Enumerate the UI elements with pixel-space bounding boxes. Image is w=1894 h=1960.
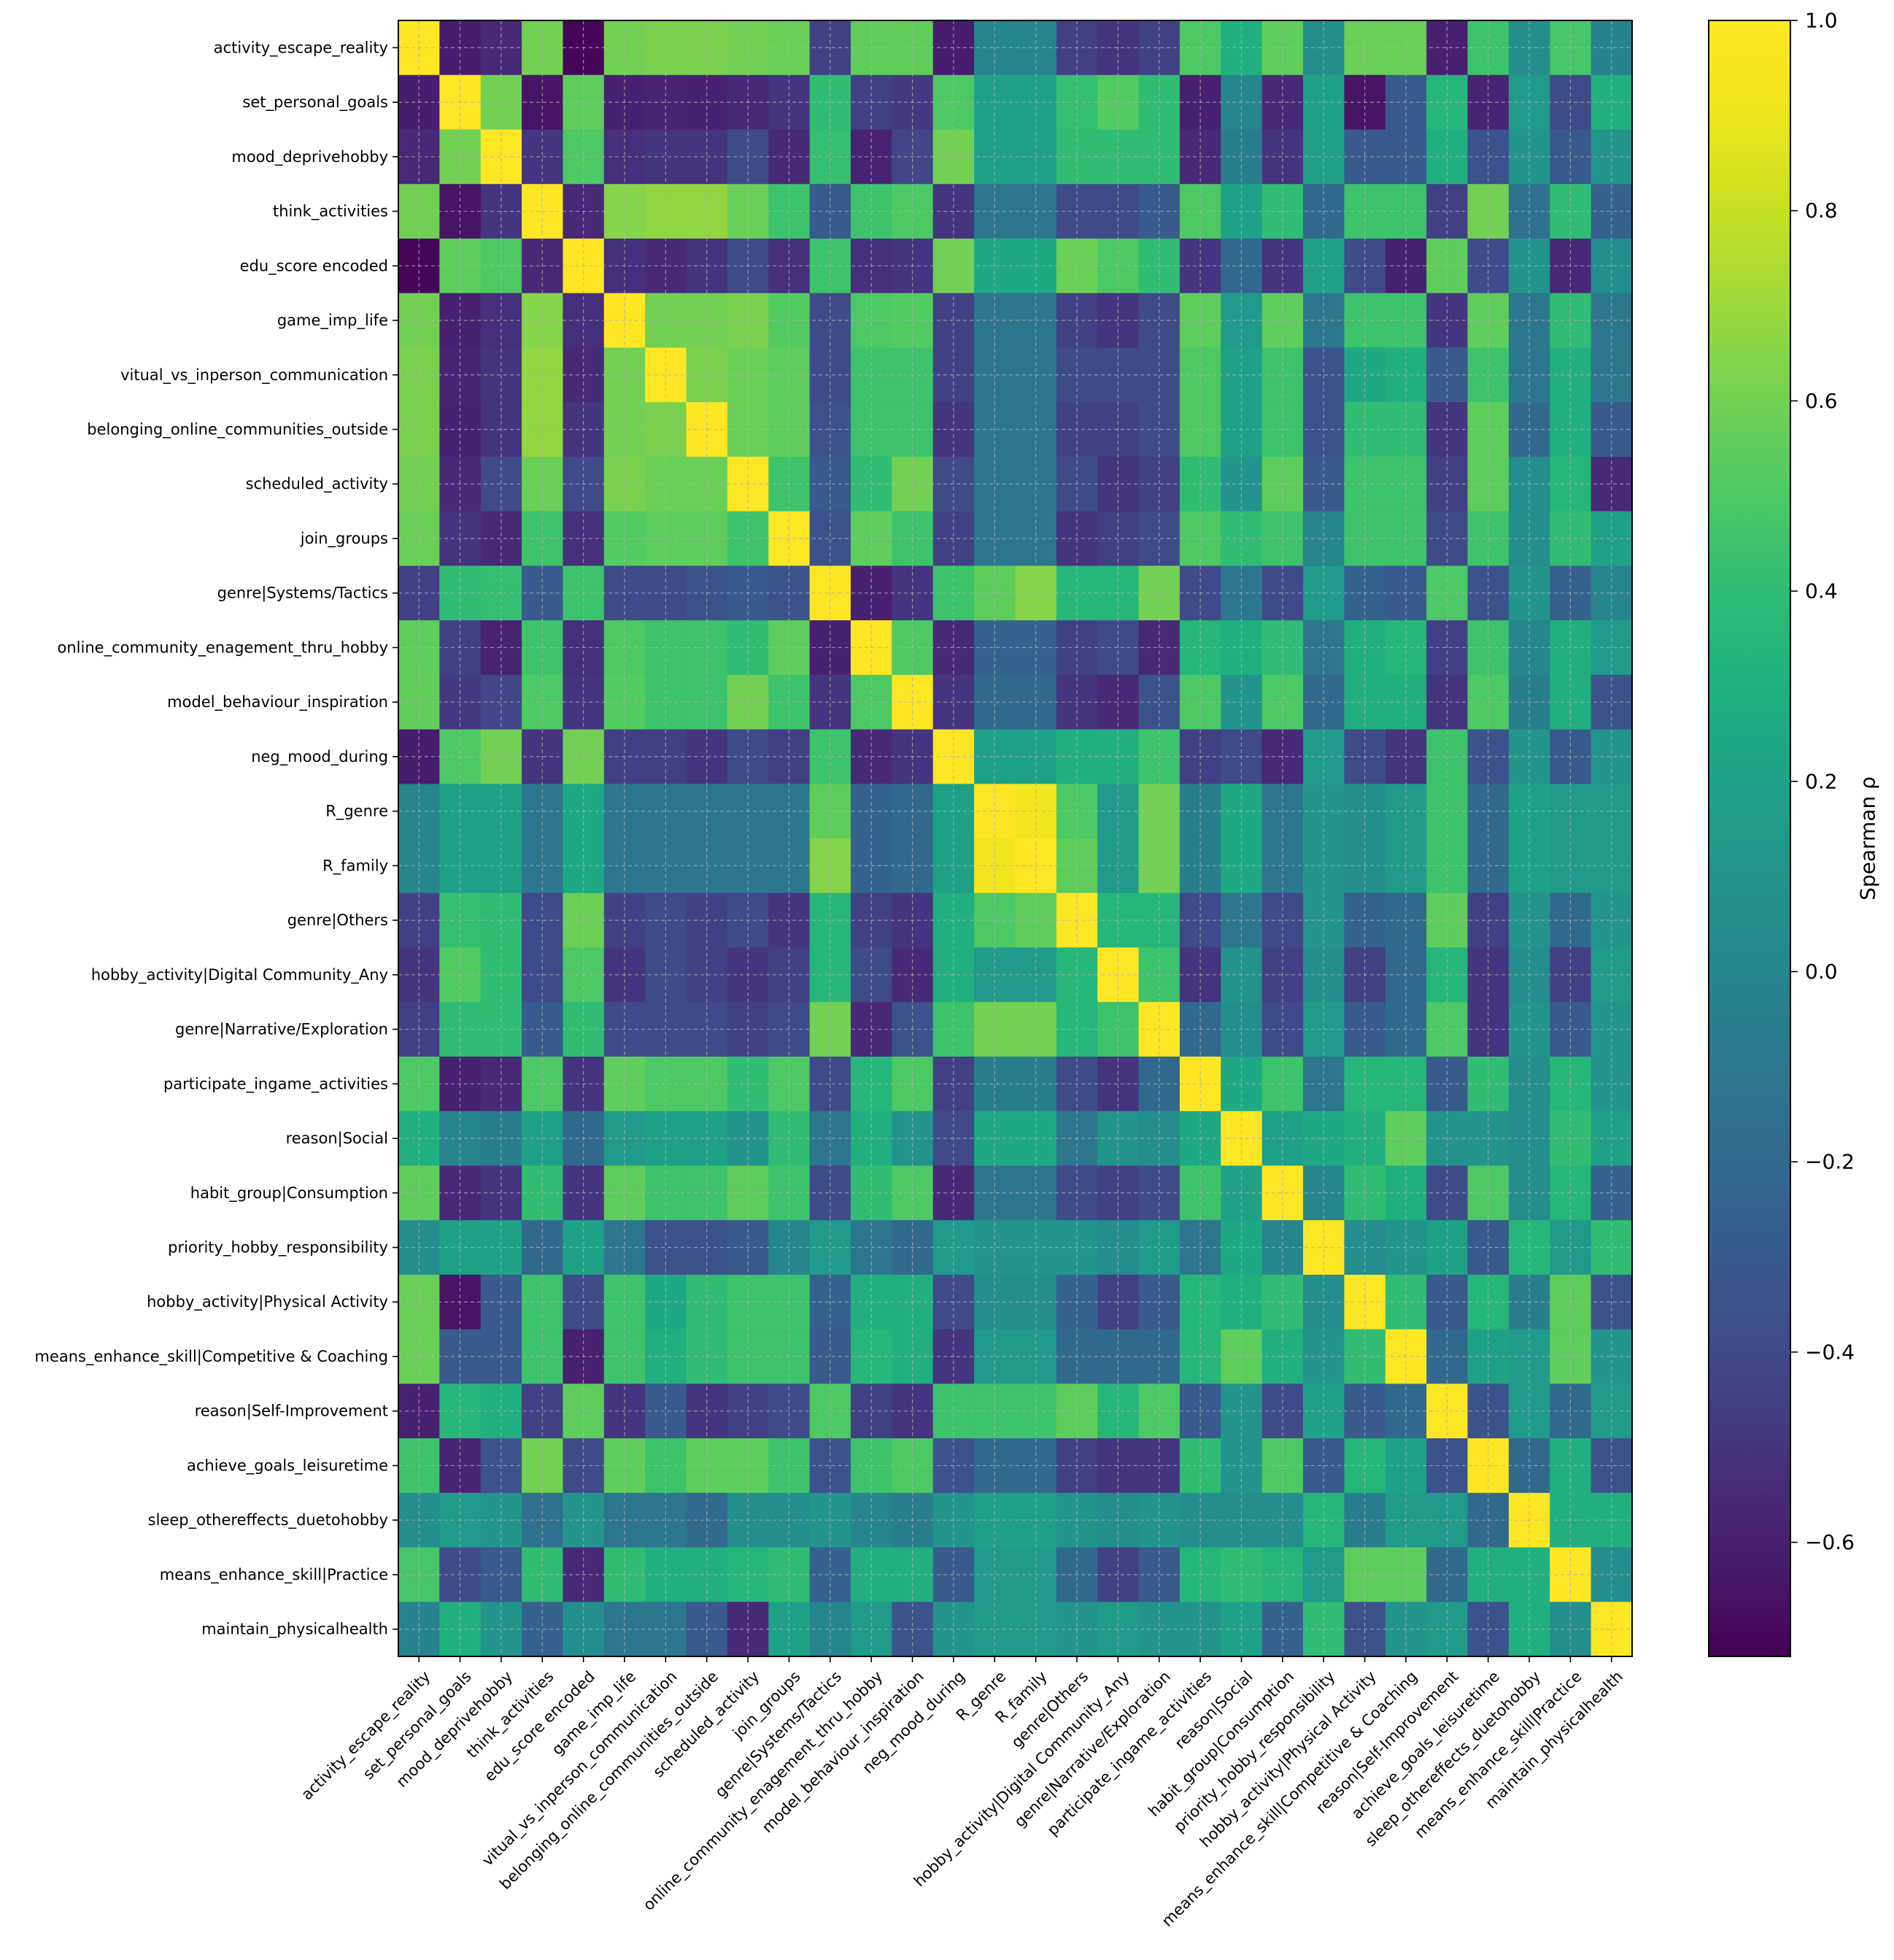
y-tick-label: sleep_othereffects_duetohobby	[148, 1511, 388, 1529]
y-tick-label: genre|Systems/Tactics	[217, 584, 388, 603]
y-tick-label: means_enhance_skill|Practice	[160, 1566, 388, 1584]
colorbar-gradient	[1708, 20, 1791, 1657]
colorbar-tick-label: 0.6	[1805, 389, 1838, 413]
y-tick-label: maintain_physicalhealth	[201, 1621, 388, 1639]
y-tick-label: join_groups	[300, 530, 388, 548]
y-tick-label: think_activities	[273, 203, 388, 221]
heatmap-cell	[809, 1384, 851, 1439]
plot-frame	[398, 20, 1633, 1657]
y-tick-label: habit_group|Consumption	[190, 1184, 388, 1203]
colorbar-tick-label: 1.0	[1805, 9, 1838, 33]
y-tick-label: means_enhance_skill|Competitive & Coachi…	[35, 1348, 389, 1366]
heatmap-cell	[645, 1384, 687, 1439]
y-tick-label: mood_deprivehobby	[231, 148, 388, 166]
y-axis: activity_escape_reality set_personal_goal…	[35, 39, 398, 1639]
x-axis: activity_escape_realityset_personal_goal…	[298, 1656, 1627, 1931]
y-tick-label: reason|Self-Improvement	[195, 1403, 388, 1421]
y-tick-label: achieve_goals_leisuretime	[187, 1457, 388, 1475]
colorbar-tick-label: 0.2	[1805, 769, 1838, 793]
heatmap-cell	[1426, 1384, 1469, 1439]
y-tick-label: belonging_online_communities_outside	[87, 421, 388, 439]
colorbar-tick-label: −0.2	[1805, 1150, 1855, 1174]
heatmap-cell	[974, 1384, 1016, 1439]
y-tick-label: game_imp_life	[277, 312, 388, 330]
y-tick-label: model_behaviour_inspiration	[167, 693, 388, 711]
y-tick-label: genre|Others	[287, 911, 388, 930]
y-tick-label: neg_mood_during	[251, 748, 388, 766]
y-tick-label: set_personal_goals	[242, 93, 388, 112]
heatmap-cell	[480, 1384, 522, 1439]
y-tick-label: hobby_activity|Physical Activity	[147, 1293, 388, 1311]
heatmap-cell	[1590, 1384, 1633, 1439]
colorbar-tick-label: −0.6	[1805, 1530, 1855, 1554]
y-tick-label: participate_ingame_activities	[163, 1075, 388, 1093]
y-tick-label: R_family	[322, 857, 388, 875]
y-tick-label: R_genre	[325, 803, 388, 821]
y-tick-label: scheduled_activity	[246, 475, 388, 493]
y-tick-label: vitual_vs_inperson_communication	[120, 366, 388, 385]
y-tick-label: genre|Narrative/Exploration	[175, 1021, 388, 1039]
y-tick-label: activity_escape_reality	[214, 39, 388, 57]
colorbar: 1.0 0.8 0.6 0.4 0.2 0.0 −0.2 −0.4 −0.6 Spearman ρ	[1708, 9, 1880, 1657]
y-tick-label: hobby_activity|Digital Community_Any	[91, 966, 388, 984]
colorbar-tick-label: −0.4	[1805, 1340, 1855, 1364]
colorbar-tick-label: 0.4	[1805, 579, 1838, 603]
colorbar-tick-label: 0.0	[1805, 960, 1838, 984]
colorbar-label: Spearman ρ	[1856, 776, 1880, 900]
y-tick-label: online_community_enagement_thru_hobby	[58, 638, 388, 657]
heatmap-gridlines	[398, 20, 1632, 1656]
colorbar-tick-label: 0.8	[1805, 198, 1838, 223]
y-tick-label: edu_score encoded	[240, 257, 388, 275]
y-tick-label: reason|Social	[286, 1130, 388, 1148]
heatmap-cell	[1261, 1384, 1304, 1439]
y-tick-label: priority_hobby_responsibility	[168, 1239, 388, 1257]
